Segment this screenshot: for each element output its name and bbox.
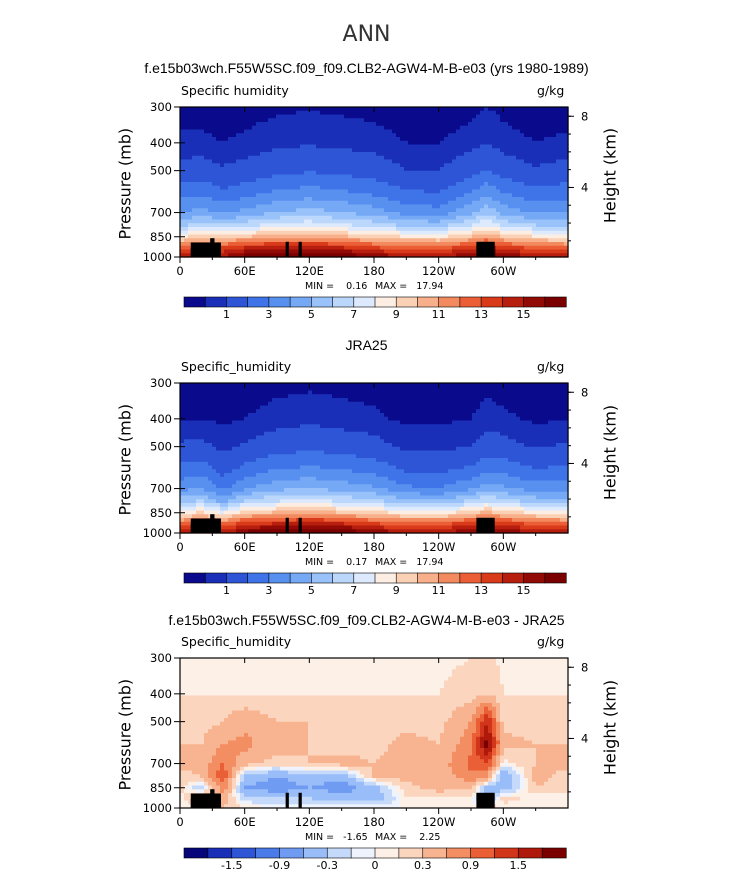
colorbar-swatch	[226, 297, 248, 307]
colorbar-swatch	[311, 297, 333, 307]
variable-label: Specific humidity	[181, 83, 289, 98]
colorbar-tick-label: 3	[249, 308, 289, 321]
y2-tick-label: 4	[581, 180, 588, 194]
y-tick-label: 850	[150, 230, 172, 244]
x-tick-label: 120W	[422, 264, 455, 278]
colorbar-tick-label: 11	[419, 308, 459, 321]
y-tick-label: 700	[150, 206, 172, 220]
colorbar-tick-label: 1	[206, 308, 246, 321]
y-tick-label: 500	[150, 164, 172, 178]
units-label: g/kg	[537, 83, 564, 98]
colorbar-swatch	[417, 297, 439, 307]
colorbar-tick-label: 5	[291, 308, 331, 321]
colorbar-swatch	[524, 297, 546, 307]
colorbar-swatch	[439, 297, 461, 307]
colorbar-swatch	[333, 297, 355, 307]
min-value: MIN = 0.16	[305, 281, 367, 292]
units-label: g/kg	[537, 359, 564, 374]
colorbar-tick-label: 13	[461, 308, 501, 321]
colorbar-swatch	[481, 297, 503, 307]
colorbar-swatch	[375, 297, 397, 307]
colorbar-tick-label: 15	[504, 308, 544, 321]
colorbar-tick-label: 7	[334, 308, 374, 321]
colorbar-swatch	[184, 297, 206, 307]
panel-title-model: f.e15b03wch.F55W5SC.f09_f09.CLB2-AGW4-M-…	[0, 60, 733, 76]
colorbar-swatch	[502, 297, 524, 307]
x-tick-label: 180	[363, 264, 385, 278]
plot-frame	[180, 107, 568, 257]
axes-model: 300 400 500 700 850 1000 0 60E 120E 180 120W 60W 8 4	[100, 100, 620, 300]
panel-title-obs: JRA25	[0, 337, 733, 353]
colorbar-swatch	[205, 297, 227, 307]
variable-label: Specific_humidity	[181, 359, 291, 374]
x-tick-label: 60W	[490, 264, 516, 278]
max-value: MAX = 17.94	[375, 281, 443, 292]
colorbar-swatch	[248, 297, 270, 307]
y-tick-label: 1000	[143, 250, 172, 264]
y2-tick-label: 8	[581, 109, 588, 123]
x-tick-label: 120E	[295, 264, 324, 278]
colorbar-swatch	[396, 297, 418, 307]
colorbar-swatch	[545, 297, 567, 307]
y-tick-label: 400	[150, 136, 172, 150]
x-tick-label: 0	[176, 264, 183, 278]
figure-title: ANN	[0, 22, 733, 47]
colorbar-model	[184, 297, 566, 307]
colorbar-swatch	[460, 297, 482, 307]
y-tick-label: 300	[150, 100, 172, 114]
colorbar-swatch	[290, 297, 312, 307]
colorbar-swatch	[269, 297, 291, 307]
colorbar-tick-label: 9	[376, 308, 416, 321]
colorbar-swatch	[354, 297, 376, 307]
x-tick-label: 60E	[234, 264, 256, 278]
